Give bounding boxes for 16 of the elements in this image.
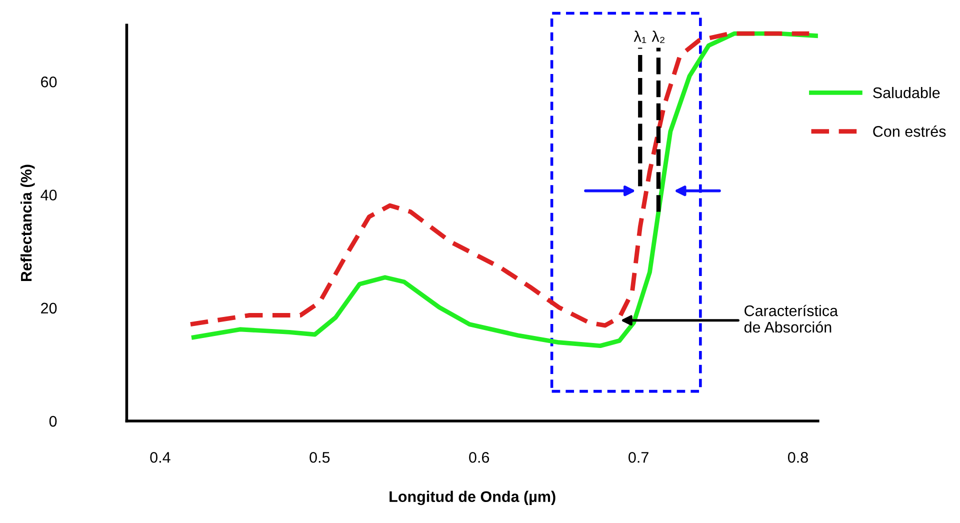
x-tick-label: 0.4	[150, 452, 170, 463]
y-tick-label: 40	[40, 190, 57, 200]
annotation: λ₁	[634, 30, 646, 44]
y-tick-label: 60	[41, 76, 57, 88]
x-tick-label: 0.6	[469, 452, 490, 463]
legend-label: Con estrés	[873, 125, 946, 137]
legend-label: Saludable	[873, 86, 940, 98]
annotation: Característica de Absorción	[744, 304, 838, 333]
x-axis-title: Longitud de Onda (µm)	[390, 490, 556, 506]
y-tick-label: 0	[49, 416, 57, 427]
y-tick-label: 20	[41, 302, 57, 314]
y-axis-title: Reflectancia (%)	[20, 164, 35, 282]
x-tick-label: 0.8	[788, 452, 808, 463]
x-tick-label: 0.7	[628, 452, 648, 463]
x-tick-label: 0.5	[310, 452, 330, 463]
annotation: λ₂	[652, 30, 664, 44]
